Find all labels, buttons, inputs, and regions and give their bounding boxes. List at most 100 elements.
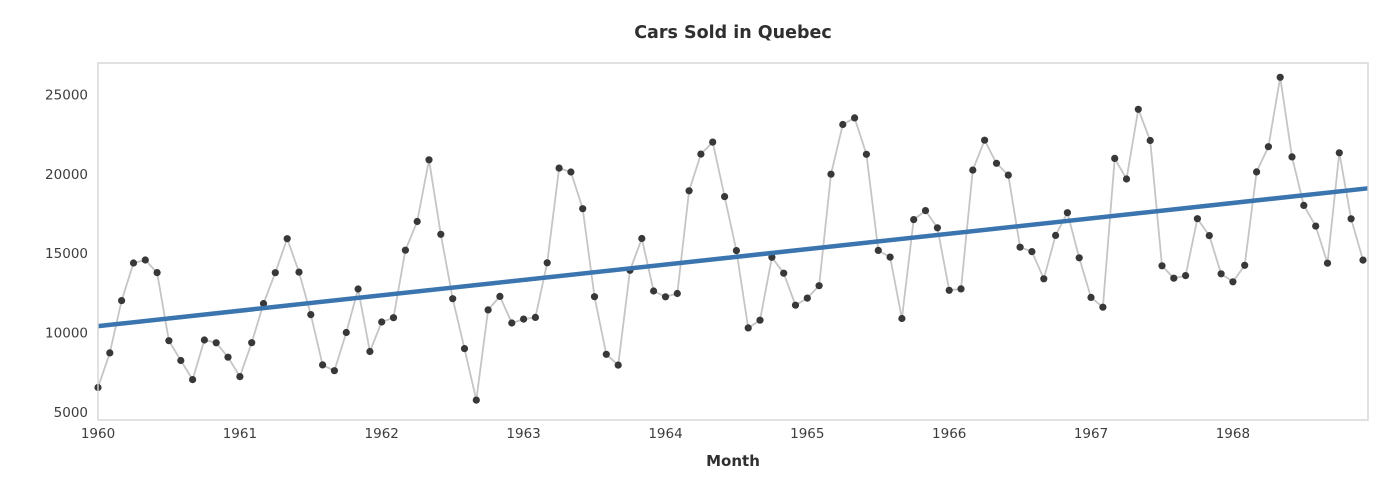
data-point bbox=[271, 269, 279, 277]
data-point bbox=[1087, 293, 1095, 301]
data-point bbox=[153, 269, 161, 277]
data-point bbox=[1288, 153, 1296, 161]
trend-line bbox=[97, 186, 1369, 329]
data-point bbox=[1335, 149, 1343, 157]
x-tick-label: 1968 bbox=[1216, 426, 1250, 442]
data-point bbox=[1193, 215, 1201, 223]
data-point bbox=[389, 314, 398, 322]
data-point bbox=[673, 289, 681, 298]
x-tick-label: 1961 bbox=[223, 426, 257, 442]
data-point bbox=[1241, 261, 1249, 269]
data-point bbox=[212, 339, 220, 347]
data-point bbox=[957, 285, 965, 293]
data-point bbox=[697, 150, 705, 158]
data-point bbox=[768, 253, 776, 261]
data-point bbox=[981, 136, 989, 144]
y-tick-label: 5000 bbox=[54, 405, 88, 421]
data-point bbox=[1170, 274, 1178, 282]
data-point bbox=[921, 207, 930, 215]
data-point bbox=[744, 324, 752, 332]
data-point bbox=[721, 193, 729, 201]
data-point bbox=[189, 376, 197, 384]
x-tick-label: 1965 bbox=[790, 426, 824, 442]
data-point bbox=[1347, 215, 1355, 223]
data-point bbox=[342, 328, 350, 337]
data-point bbox=[815, 282, 823, 290]
data-point bbox=[508, 319, 516, 327]
data-point bbox=[118, 297, 126, 305]
data-point bbox=[945, 286, 953, 294]
x-tick-label: 1960 bbox=[81, 426, 115, 442]
data-point bbox=[992, 159, 1001, 167]
data-point bbox=[933, 224, 942, 232]
data-point bbox=[496, 292, 504, 300]
data-point bbox=[437, 230, 445, 238]
data-point bbox=[898, 314, 906, 323]
data-point bbox=[839, 120, 847, 129]
data-point bbox=[401, 246, 409, 254]
x-axis-label: Month bbox=[706, 452, 760, 470]
data-point bbox=[874, 246, 882, 254]
data-point bbox=[1052, 231, 1060, 239]
data-point bbox=[1122, 175, 1131, 183]
x-tick-label: 1963 bbox=[506, 426, 540, 442]
data-point bbox=[602, 350, 610, 358]
data-point bbox=[780, 269, 788, 277]
data-point bbox=[1182, 272, 1190, 280]
data-point bbox=[851, 114, 859, 122]
data-point bbox=[248, 339, 256, 347]
data-point bbox=[791, 301, 800, 309]
data-point bbox=[484, 306, 492, 314]
data-point bbox=[969, 166, 977, 174]
data-point bbox=[590, 293, 599, 301]
data-point bbox=[106, 349, 114, 357]
data-point bbox=[650, 287, 658, 295]
y-tick-label: 20000 bbox=[45, 167, 88, 183]
data-point bbox=[1253, 168, 1261, 176]
data-point bbox=[1028, 248, 1036, 256]
data-point bbox=[354, 285, 362, 293]
data-point bbox=[319, 361, 327, 369]
data-point bbox=[236, 373, 244, 381]
data-point bbox=[295, 268, 303, 276]
observed-series-points bbox=[94, 73, 1367, 404]
data-point bbox=[1146, 136, 1154, 145]
observed-series-line bbox=[97, 76, 1364, 402]
data-point bbox=[1075, 254, 1083, 262]
data-point bbox=[520, 315, 528, 323]
data-point bbox=[283, 235, 291, 243]
data-point bbox=[1300, 201, 1308, 209]
data-point bbox=[638, 234, 646, 243]
data-point bbox=[307, 311, 315, 319]
data-point bbox=[1040, 275, 1048, 283]
data-point bbox=[1099, 303, 1107, 311]
data-point bbox=[543, 259, 551, 267]
data-point bbox=[1359, 256, 1367, 264]
data-point bbox=[1229, 278, 1237, 286]
data-point bbox=[129, 259, 138, 267]
data-point bbox=[460, 345, 469, 353]
data-point bbox=[449, 295, 457, 303]
y-tick-label: 15000 bbox=[45, 246, 88, 262]
data-point bbox=[862, 150, 871, 158]
data-point bbox=[732, 247, 741, 255]
data-point bbox=[531, 313, 540, 321]
data-point bbox=[1276, 73, 1284, 81]
chart-title: Cars Sold in Quebec bbox=[634, 23, 832, 43]
data-point bbox=[567, 168, 575, 176]
plot-border bbox=[97, 62, 1369, 421]
y-tick-label: 10000 bbox=[45, 326, 88, 342]
data-point bbox=[1004, 171, 1012, 179]
data-point bbox=[1111, 154, 1119, 162]
data-point bbox=[200, 336, 208, 344]
y-axis-tick-labels: 5000 10000 15000 20000 25000 bbox=[45, 88, 88, 421]
data-point bbox=[378, 318, 386, 326]
x-tick-label: 1964 bbox=[648, 426, 682, 442]
data-point bbox=[413, 217, 421, 226]
data-point bbox=[224, 353, 232, 361]
data-point bbox=[425, 156, 433, 164]
data-point bbox=[756, 316, 764, 324]
plot-background bbox=[98, 63, 1368, 420]
